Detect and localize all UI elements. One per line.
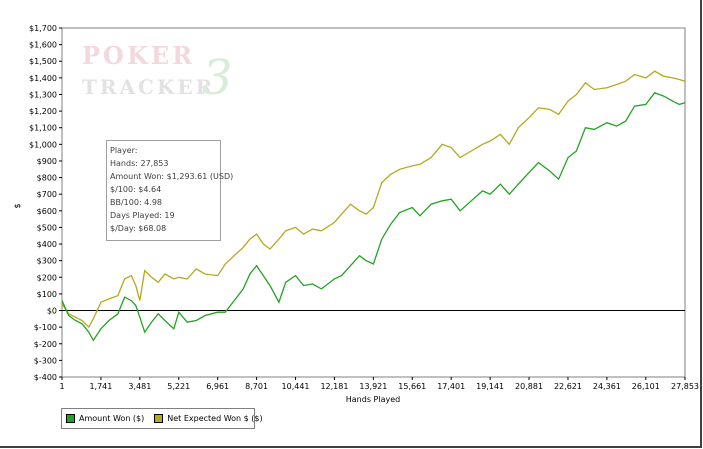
legend-label-net-expected: Net Expected Won $ ($) (167, 414, 263, 423)
x-tick-label: 20,881 (515, 382, 543, 391)
logo-word-poker: POKER (82, 41, 195, 70)
x-tick-label: 8,701 (245, 382, 268, 391)
logo-word-tracker: TRACKER (82, 75, 215, 99)
logo-numeral: 3 (202, 50, 233, 100)
legend-item-amount-won: Amount Won ($) (66, 414, 144, 423)
y-tick-label: $1,100 (29, 124, 57, 133)
y-tick-label: $-200 (34, 340, 57, 349)
x-tick-label: 19,141 (476, 382, 504, 391)
player-stats-box: Player: Hands: 27,853 Amount Won: $1,293… (106, 140, 234, 241)
stat-bb-per-100: BB/100: 4.98 (110, 198, 162, 207)
y-tick-label: $-400 (34, 373, 57, 382)
y-tick-label: $700 (37, 190, 57, 199)
y-tick-label: $1,300 (29, 90, 57, 99)
series-line-net-expected (61, 70, 686, 329)
x-tick-label: 24,361 (593, 382, 621, 391)
y-tick-label: $300 (37, 257, 57, 266)
y-tick-label: $200 (37, 273, 57, 282)
y-tick-label: $-300 (34, 356, 57, 365)
y-tick-label: $1,400 (29, 74, 57, 83)
stat-player: Player: (110, 146, 138, 155)
pokertracker-logo: POKER TRACKER 3 (78, 40, 238, 106)
legend-swatch-net-expected (154, 414, 164, 423)
y-tick-label: $800 (37, 174, 57, 183)
stat-days-played: Days Played: 19 (110, 211, 175, 220)
x-axis-label: Hands Played (346, 395, 400, 404)
y-tick-label: $900 (37, 157, 57, 166)
y-tick-label: $1,500 (29, 57, 57, 66)
x-tick-label: 12,181 (320, 382, 348, 391)
series-line-amount-won (61, 92, 686, 342)
y-tick-label: $600 (37, 207, 57, 216)
y-tick-label: $1,600 (29, 41, 57, 50)
x-tick-label: 1 (59, 382, 64, 391)
legend-swatch-amount-won (66, 414, 75, 423)
stat-per-day: $/Day: $68.08 (110, 224, 167, 233)
y-tick-label: $1,700 (29, 24, 57, 33)
y-tick-label: $1,000 (29, 140, 57, 149)
y-tick-label: $500 (37, 223, 57, 232)
x-tick-label: 5,221 (167, 382, 190, 391)
y-tick-label: $100 (37, 290, 57, 299)
legend-item-net-expected: Net Expected Won $ ($) (154, 414, 263, 423)
y-tick-label: $-100 (34, 323, 57, 332)
x-tick-label: 3,481 (128, 382, 151, 391)
x-tick-label: 26,101 (632, 382, 660, 391)
chart-legend: Amount Won ($) Net Expected Won $ ($) (61, 408, 263, 429)
x-tick-label: 6,961 (206, 382, 229, 391)
x-tick-label: 10,441 (282, 382, 310, 391)
legend-label-amount-won: Amount Won ($) (79, 414, 145, 423)
stat-per-100: $/100: $4.64 (110, 185, 162, 194)
x-tick-label: 15,661 (398, 382, 426, 391)
x-tick-label: 13,921 (359, 382, 387, 391)
stat-hands: Hands: 27,853 (110, 159, 169, 168)
x-tick-label: 27,853 (671, 382, 699, 391)
x-tick-label: 17,401 (437, 382, 465, 391)
y-tick-label: $0 (47, 307, 57, 316)
y-axis-label: $ (13, 203, 22, 208)
y-tick-label: $1,200 (29, 107, 57, 116)
x-tick-label: 1,741 (89, 382, 112, 391)
x-tick-label: 22,621 (554, 382, 582, 391)
y-tick-label: $400 (37, 240, 57, 249)
stat-amount-won: Amount Won: $1,293.61 (USD) (110, 172, 234, 181)
